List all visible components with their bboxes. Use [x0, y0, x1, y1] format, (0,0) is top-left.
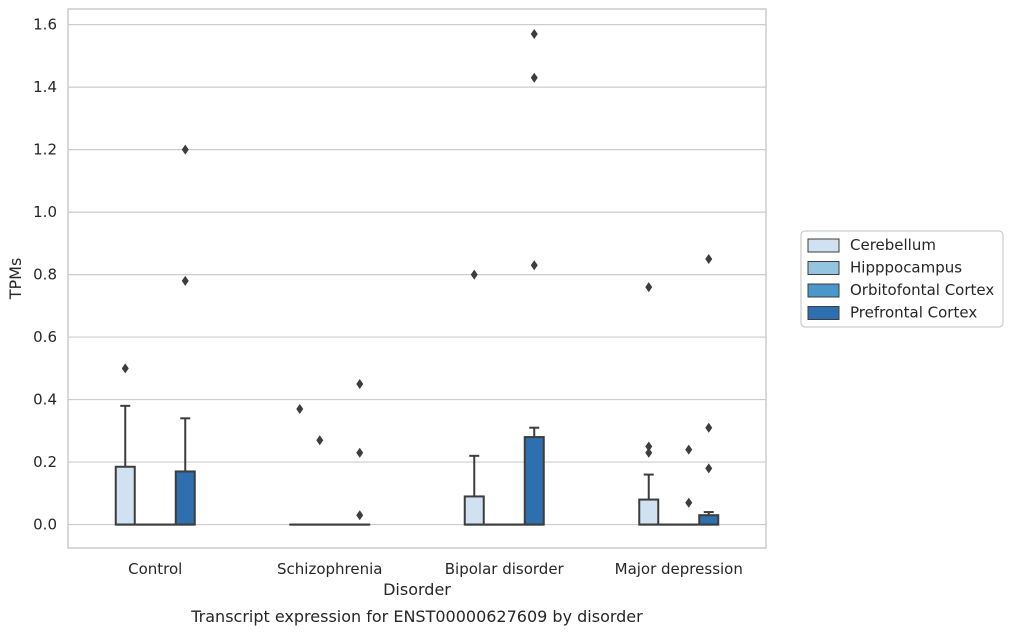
legend-swatch — [807, 238, 840, 253]
box-group — [309, 435, 331, 526]
y-tick-label: 0.4 — [33, 391, 57, 409]
outlier-point — [356, 447, 364, 458]
x-tick-labels: Control Schizophrenia Bipolar disorder Majo… — [128, 560, 743, 578]
x-tick-label: Bipolar disorder — [445, 560, 565, 578]
box-group — [678, 444, 700, 526]
outlier-point — [181, 275, 189, 286]
box-group — [349, 378, 371, 526]
legend-label: Prefrontal Cortex — [850, 304, 977, 322]
box-group — [114, 363, 136, 526]
gridlines — [68, 24, 766, 526]
legend-label: Hipppocampus — [850, 259, 962, 277]
legend-label: Orbitofontal Cortex — [850, 281, 994, 299]
y-tick-label: 1.6 — [33, 16, 57, 34]
y-tick-label: 0.6 — [33, 328, 57, 346]
plot-frame — [67, 8, 767, 549]
box-group — [523, 28, 545, 526]
outlier-point — [530, 28, 538, 39]
outlier-point — [530, 260, 538, 271]
box — [114, 465, 136, 526]
outlier-point — [316, 435, 324, 446]
x-tick-label: Schizophrenia — [277, 560, 382, 578]
outlier-point — [356, 378, 364, 389]
box — [638, 498, 660, 526]
x-axis-label: Disorder — [383, 580, 451, 599]
outlier-point — [530, 72, 538, 83]
outlier-point — [645, 441, 653, 452]
y-tick-label: 0.2 — [33, 453, 57, 471]
y-tick-label: 1.0 — [33, 203, 57, 221]
legend-swatch — [807, 261, 840, 275]
outlier-point — [705, 253, 713, 264]
box — [523, 436, 545, 526]
box-group — [289, 403, 311, 526]
y-tick-label: 1.4 — [33, 78, 57, 96]
box-group — [638, 282, 660, 526]
x-tick-label: Major depression — [615, 560, 743, 578]
outlier-point — [645, 282, 653, 293]
box — [698, 514, 720, 526]
box-group — [698, 253, 720, 526]
y-tick-labels: 0.0 0.2 0.4 0.6 0.8 1.0 1.2 1.4 1.6 — [33, 16, 57, 534]
outlier-point — [296, 403, 304, 414]
legend-swatch — [807, 283, 840, 298]
outlier-point — [685, 497, 693, 508]
box — [174, 470, 196, 526]
y-tick-label: 0.8 — [33, 266, 57, 284]
figure-caption: Transcript expression for ENST0000062760… — [190, 607, 643, 626]
outlier-point — [470, 269, 478, 280]
outlier-point — [121, 363, 129, 374]
legend-label: Cerebellum — [850, 236, 936, 254]
legend-swatch — [807, 306, 840, 320]
outlier-point — [356, 510, 364, 521]
outlier-point — [705, 463, 713, 474]
outlier-point — [181, 144, 189, 155]
outlier-point — [705, 422, 713, 433]
y-tick-label: 1.2 — [33, 141, 57, 159]
boxes — [114, 28, 720, 526]
y-axis-label: TPMs — [6, 258, 25, 301]
legend: Cerebellum Hipppocampus Orbitofontal Corte… — [800, 230, 1004, 328]
box — [463, 495, 485, 526]
x-tick-label: Control — [128, 560, 182, 578]
box-group — [174, 144, 196, 526]
legend-frame — [800, 230, 1004, 328]
y-tick-label: 0.0 — [33, 516, 57, 534]
outlier-point — [645, 447, 653, 458]
outlier-point — [685, 444, 693, 455]
box-group — [463, 269, 485, 526]
